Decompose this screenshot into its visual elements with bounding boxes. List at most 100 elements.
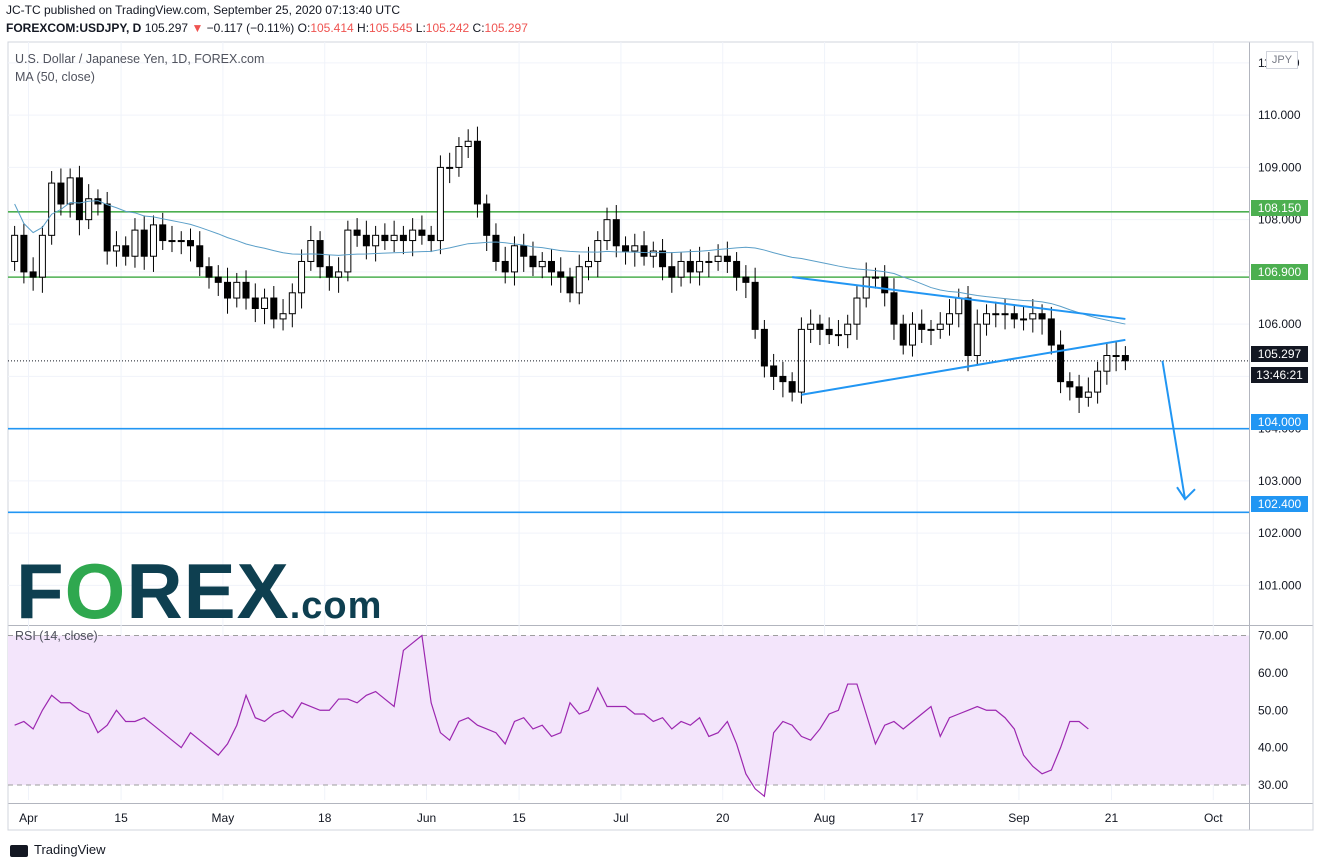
- candle-body: [1029, 313, 1037, 320]
- x-tick-label: 15: [512, 811, 526, 825]
- candle-body: [362, 234, 370, 247]
- y-tick-label: 110.000: [1258, 108, 1301, 122]
- candle-body: [335, 271, 343, 278]
- candle-body: [1038, 313, 1046, 320]
- candle-body: [547, 260, 555, 273]
- candle-body: [742, 276, 750, 283]
- y-tick-label: 103.000: [1258, 474, 1302, 488]
- currency-button[interactable]: JPY: [1266, 51, 1298, 69]
- x-tick-label: Sep: [1008, 811, 1030, 825]
- candle-body: [325, 266, 333, 278]
- open-label: O:: [297, 21, 311, 35]
- candle-body: [483, 203, 491, 236]
- chart-title: U.S. Dollar / Japanese Yen, 1D, FOREX.co…: [15, 52, 265, 66]
- candle-body: [668, 266, 676, 278]
- chart-frame: [7, 41, 1314, 831]
- candle-body: [103, 203, 111, 252]
- candle-body: [75, 177, 83, 221]
- candle-body: [233, 281, 241, 299]
- candle-body: [538, 260, 546, 268]
- candle-body: [529, 255, 537, 268]
- candle-body: [418, 229, 426, 236]
- candle-body: [788, 381, 796, 393]
- candle-body: [270, 297, 278, 320]
- close-label: C:: [472, 21, 485, 35]
- candle-body: [622, 245, 630, 252]
- candle-body: [1112, 355, 1120, 358]
- high-value: 105.545: [369, 21, 413, 35]
- candle-body: [853, 297, 861, 325]
- candle-body: [446, 166, 454, 169]
- candle-body: [770, 365, 778, 377]
- candle-body: [612, 219, 620, 247]
- low-label: L:: [415, 21, 426, 35]
- candle-body: [733, 260, 741, 278]
- lower-trendline: [801, 338, 1126, 396]
- candle-body: [1057, 344, 1065, 383]
- high-label: H:: [357, 21, 370, 35]
- level-label-108150: 108.150: [1251, 200, 1308, 216]
- candle-body: [677, 260, 685, 278]
- candle-body: [112, 245, 120, 252]
- candle-body: [251, 297, 259, 309]
- close-value: 105.297: [484, 21, 528, 35]
- candle-body: [983, 313, 991, 325]
- rsi-tick-label: 60.00: [1258, 666, 1288, 680]
- current-price-label: 105.297: [1251, 346, 1308, 362]
- candle-body: [427, 234, 435, 242]
- candle-body: [214, 276, 222, 283]
- candle-body: [714, 255, 722, 262]
- published-line: JC-TC published on TradingView.com, Sept…: [6, 3, 400, 17]
- x-tick-label: 20: [716, 811, 730, 825]
- x-tick-label: 21: [1105, 811, 1119, 825]
- candle-body: [409, 229, 417, 242]
- candle-body: [242, 281, 250, 299]
- candle-body: [1084, 391, 1092, 398]
- candle-body: [936, 323, 944, 330]
- candle-body: [57, 182, 65, 205]
- candle-body: [881, 276, 889, 294]
- candle-body: [964, 297, 972, 357]
- candle-body: [159, 224, 167, 242]
- candle-body: [372, 234, 380, 247]
- candle-body: [261, 297, 269, 309]
- candle-body: [344, 229, 352, 273]
- candle-body: [510, 245, 518, 273]
- candle-body: [927, 328, 935, 331]
- candle-body: [631, 245, 639, 252]
- candle-body: [557, 271, 565, 278]
- candle-body: [316, 240, 324, 268]
- candle-body: [279, 313, 287, 320]
- x-tick-label: Aug: [814, 811, 835, 825]
- candle-body: [686, 260, 694, 273]
- arrow-head-icon: [1176, 486, 1196, 501]
- x-tick-label: 17: [910, 811, 924, 825]
- rsi-legend: RSI (14, close): [15, 629, 98, 643]
- x-tick-label: May: [212, 811, 235, 825]
- candle-body: [38, 234, 46, 278]
- candle-body: [501, 260, 509, 273]
- x-tick-label: Oct: [1204, 811, 1223, 825]
- candle-body: [186, 240, 194, 247]
- candle-body: [992, 313, 1000, 316]
- candle-body: [48, 182, 56, 236]
- x-tick-label: Apr: [19, 811, 38, 825]
- candle-body: [455, 146, 463, 168]
- forex-logo: FOREX.com: [16, 547, 383, 635]
- candle-body: [1020, 318, 1028, 321]
- candle-body: [1094, 370, 1102, 393]
- candle-body: [177, 240, 185, 243]
- candle-body: [918, 323, 926, 330]
- candle-body: [492, 234, 500, 262]
- x-tick-label: Jun: [417, 811, 436, 825]
- candle-body: [20, 234, 28, 273]
- rsi-line: [14, 634, 1089, 798]
- candle-body: [825, 328, 833, 336]
- y-tick-label: 109.000: [1258, 160, 1302, 174]
- candle-body: [140, 229, 148, 257]
- tradingview-logo-icon: [10, 844, 28, 857]
- candle-body: [844, 323, 852, 336]
- low-value: 105.242: [425, 21, 470, 35]
- candle-body: [1047, 318, 1055, 346]
